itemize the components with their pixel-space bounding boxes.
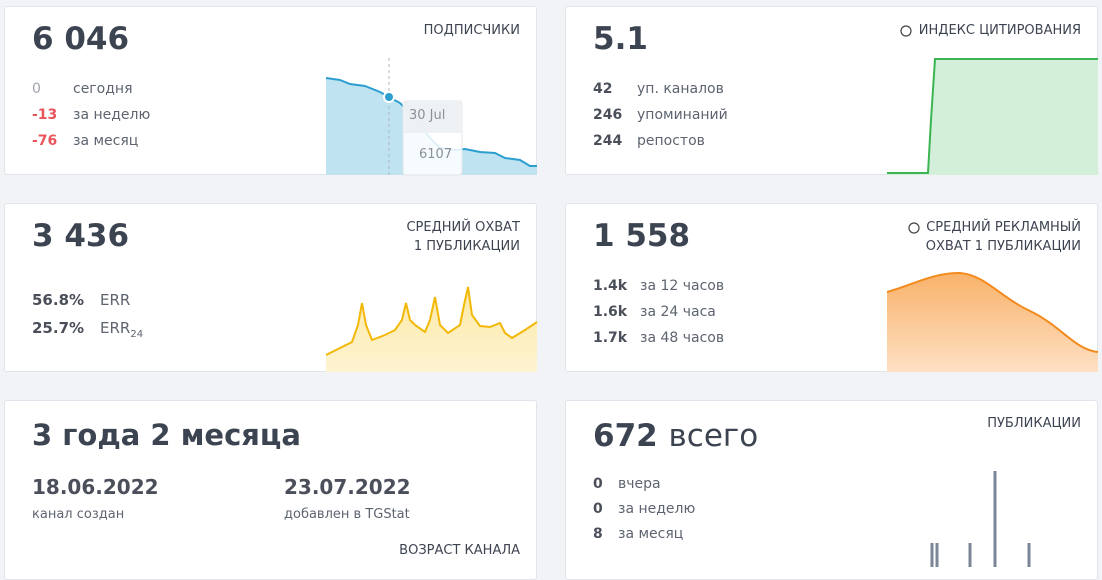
stat-label: за 24 часа: [640, 304, 716, 320]
card-label: ПОДПИСЧИКИ: [423, 23, 520, 38]
card-label: ПУБЛИКАЦИИ: [987, 416, 1081, 431]
stat-label: за 12 часов: [640, 278, 725, 294]
stat-value: 56.8%: [32, 291, 85, 309]
card-label: ОХВАТ 1 ПУБЛИКАЦИИ: [925, 239, 1081, 254]
stat-label: за неделю: [73, 107, 151, 123]
ad-reach-area: [887, 272, 1098, 372]
card-label: ВОЗРАСТ КАНАЛА: [399, 543, 520, 558]
stat-label: за месяц: [73, 133, 139, 149]
stat-value: 8: [593, 526, 603, 542]
info-icon: [900, 25, 920, 234]
citation-area: [887, 59, 1098, 175]
card-label: ИНДЕКС ЦИТИРОВАНИЯ: [918, 23, 1081, 38]
stat-label: репостов: [637, 133, 705, 149]
card: [4, 400, 537, 580]
stat-value: 0: [32, 81, 41, 97]
hover-point: [383, 91, 395, 103]
stat-value: 0: [593, 476, 603, 492]
stat-value: -13: [32, 107, 58, 123]
tooltip-value: 6107: [419, 147, 453, 162]
stat-label: за 48 часов: [640, 330, 725, 346]
stat-label: сегодня: [73, 81, 133, 97]
stat-label: за месяц: [618, 526, 684, 542]
reach-line: [325, 286, 538, 356]
card-label: СРЕДНИЙ ОХВАТ: [406, 220, 520, 235]
count: 672: [593, 418, 658, 454]
card-label: СРЕДНИЙ РЕКЛАМНЫЙ: [926, 220, 1081, 235]
date-value: 23.07.2022: [284, 475, 411, 499]
err-text: ERR: [100, 319, 131, 337]
card-label: 1 ПУБЛИКАЦИИ: [413, 239, 520, 254]
date-value: 18.06.2022: [32, 475, 159, 499]
date-label: канал создан: [32, 507, 125, 522]
stat-value: 0: [593, 501, 603, 517]
big-value: 1 558: [593, 218, 691, 254]
big-value: 672 всего: [593, 421, 758, 452]
tooltip-date: 30 Jul: [409, 108, 446, 123]
stat-label: за неделю: [618, 501, 696, 517]
big-value: 5.1: [593, 21, 648, 57]
stat-label: уп. каналов: [637, 81, 724, 97]
citation-line: [887, 58, 1098, 174]
stat-value: 1.4k: [593, 278, 628, 294]
reach-area: [326, 287, 537, 372]
posts-bars: [930, 471, 1031, 567]
stat-value: -76: [32, 133, 58, 149]
ad-reach-line: [886, 271, 1099, 353]
card: [565, 400, 1098, 580]
stat-value: 25.7%: [32, 319, 85, 337]
stat-label: ERR: [100, 291, 131, 309]
stat-value: 1.7k: [593, 330, 628, 346]
page: Channel stats {"cards": [ {"value": "6 0…: [4, 6, 1099, 580]
big-value: 3 436: [32, 218, 130, 254]
sparklines: [325, 25, 1099, 567]
stat-value: 42: [593, 81, 613, 97]
err-sub: 24: [130, 329, 144, 340]
stat-label: упоминаний: [637, 107, 728, 123]
stat-value: 246: [593, 107, 623, 123]
stat-value: 1.6k: [593, 304, 628, 320]
count-unit: всего: [668, 418, 759, 454]
date-label: добавлен в TGStat: [284, 507, 410, 522]
tooltip-header: [404, 102, 461, 133]
dashboard: 6 046 ПОДПИСЧИКИ 0 сегодня -13 за неделю…: [4, 6, 1099, 580]
subscribers-area: [326, 78, 537, 175]
stat-label: вчера: [618, 476, 661, 492]
stat-value: 244: [593, 133, 623, 149]
big-value: 6 046: [32, 21, 130, 57]
big-value: 3 года 2 месяца: [32, 418, 301, 452]
stat-label: ERR24: [100, 321, 143, 340]
